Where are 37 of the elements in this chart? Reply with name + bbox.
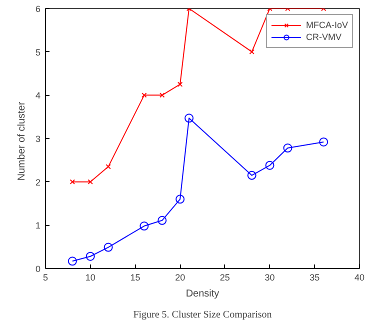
y-tick-label: 2 — [35, 177, 41, 188]
point — [177, 82, 183, 87]
point — [249, 49, 254, 54]
point — [140, 222, 149, 231]
y-tick-label: 1 — [35, 220, 41, 231]
x-tick-label: 35 — [310, 272, 320, 282]
x-tick-label: 30 — [264, 272, 275, 282]
x-tick-label: 20 — [175, 272, 186, 282]
x-tick-label: 10 — [85, 272, 96, 282]
point — [247, 170, 256, 180]
y-tick-label: 5 — [35, 47, 41, 58]
point — [160, 92, 165, 98]
point — [265, 160, 274, 170]
y-axis-title: Number of cluster — [16, 101, 28, 181]
point — [106, 164, 111, 170]
y-tick-label: 3 — [35, 134, 41, 144]
point — [319, 137, 328, 146]
point — [283, 144, 292, 153]
x-tick-label: 25 — [220, 272, 230, 282]
y-tick-label: 0 — [35, 264, 41, 274]
point — [86, 252, 95, 261]
x-tick-label: 5 — [42, 272, 48, 282]
y-tick-label: 4 — [35, 90, 41, 101]
point — [88, 179, 93, 184]
x-axis-title: Density — [186, 288, 220, 300]
x-tick-label: 15 — [130, 272, 140, 282]
legend-label: MFCA-IoV — [306, 19, 348, 31]
text: Figure 5. Cluster Size Comparison — [133, 310, 272, 320]
point — [176, 194, 185, 204]
point — [68, 256, 77, 266]
legend-label: CR-VMV — [306, 31, 342, 43]
point — [142, 92, 147, 98]
x-tick-label: 40 — [354, 272, 365, 282]
point — [184, 114, 194, 123]
point — [158, 216, 167, 225]
y-tick-label: 6 — [35, 4, 41, 14]
point — [104, 242, 113, 252]
